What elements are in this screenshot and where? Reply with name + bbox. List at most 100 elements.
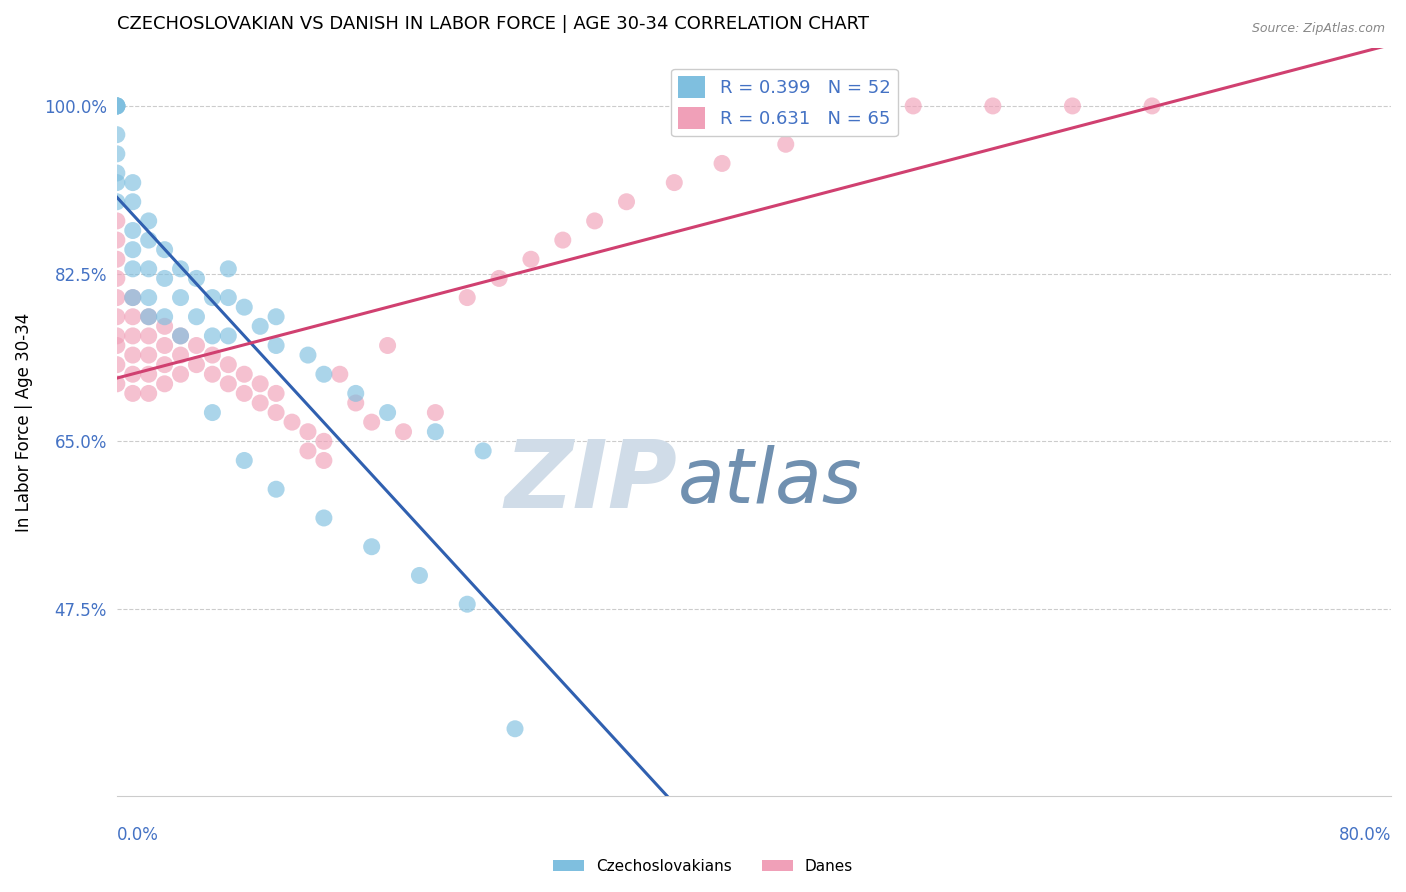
Point xyxy=(138,233,160,247)
Point xyxy=(153,243,176,257)
Point xyxy=(121,329,143,343)
Point xyxy=(153,338,176,352)
Point xyxy=(186,310,208,324)
Point xyxy=(520,252,543,267)
Point xyxy=(377,406,399,420)
Point xyxy=(312,368,335,382)
Point xyxy=(105,214,128,228)
Point xyxy=(138,261,160,276)
Point xyxy=(138,348,160,362)
Point xyxy=(264,310,287,324)
Point xyxy=(775,137,797,152)
Point xyxy=(186,271,208,285)
Point xyxy=(838,118,860,132)
Text: 80.0%: 80.0% xyxy=(1339,826,1391,844)
Point xyxy=(249,319,271,334)
Point xyxy=(186,358,208,372)
Text: CZECHOSLOVAKIAN VS DANISH IN LABOR FORCE | AGE 30-34 CORRELATION CHART: CZECHOSLOVAKIAN VS DANISH IN LABOR FORCE… xyxy=(117,15,869,33)
Point xyxy=(121,368,143,382)
Point xyxy=(105,99,128,113)
Text: atlas: atlas xyxy=(678,445,862,519)
Point xyxy=(105,291,128,305)
Point xyxy=(249,376,271,391)
Point xyxy=(312,511,335,525)
Point xyxy=(105,99,128,113)
Point xyxy=(664,176,686,190)
Point xyxy=(360,415,382,429)
Point xyxy=(264,406,287,420)
Point xyxy=(121,194,143,209)
Point xyxy=(105,146,128,161)
Point xyxy=(344,386,367,401)
Point xyxy=(217,329,239,343)
Y-axis label: In Labor Force | Age 30-34: In Labor Force | Age 30-34 xyxy=(15,312,32,532)
Point xyxy=(472,443,495,458)
Point xyxy=(138,214,160,228)
Point xyxy=(456,291,478,305)
Point xyxy=(425,406,447,420)
Text: ZIP: ZIP xyxy=(505,436,678,528)
Point xyxy=(201,368,224,382)
Point xyxy=(105,338,128,352)
Point xyxy=(503,722,526,736)
Point xyxy=(312,434,335,449)
Point xyxy=(105,310,128,324)
Point xyxy=(281,415,304,429)
Point xyxy=(312,453,335,467)
Point xyxy=(360,540,382,554)
Point xyxy=(138,310,160,324)
Text: 0.0%: 0.0% xyxy=(117,826,159,844)
Point xyxy=(981,99,1004,113)
Point xyxy=(138,291,160,305)
Point xyxy=(456,597,478,611)
Point xyxy=(249,396,271,410)
Point xyxy=(105,176,128,190)
Point xyxy=(711,156,734,170)
Point xyxy=(297,443,319,458)
Point xyxy=(121,176,143,190)
Point xyxy=(105,329,128,343)
Point xyxy=(201,291,224,305)
Point xyxy=(121,223,143,237)
Legend: Czechoslovakians, Danes: Czechoslovakians, Danes xyxy=(547,853,859,880)
Text: Source: ZipAtlas.com: Source: ZipAtlas.com xyxy=(1251,22,1385,36)
Point xyxy=(105,166,128,180)
Point xyxy=(1140,99,1163,113)
Point xyxy=(138,368,160,382)
Point xyxy=(583,214,606,228)
Point xyxy=(105,252,128,267)
Point xyxy=(105,233,128,247)
Point xyxy=(217,261,239,276)
Point xyxy=(264,386,287,401)
Point xyxy=(217,376,239,391)
Point xyxy=(264,482,287,496)
Point xyxy=(169,329,191,343)
Point xyxy=(217,358,239,372)
Point xyxy=(233,300,256,314)
Point xyxy=(121,291,143,305)
Point xyxy=(201,348,224,362)
Point xyxy=(105,128,128,142)
Point xyxy=(233,386,256,401)
Point xyxy=(105,194,128,209)
Point xyxy=(264,338,287,352)
Point xyxy=(297,348,319,362)
Point xyxy=(392,425,415,439)
Point xyxy=(153,319,176,334)
Point xyxy=(488,271,510,285)
Point xyxy=(121,386,143,401)
Point xyxy=(105,99,128,113)
Point xyxy=(121,243,143,257)
Point xyxy=(105,358,128,372)
Point xyxy=(217,291,239,305)
Point xyxy=(169,368,191,382)
Point xyxy=(425,425,447,439)
Point xyxy=(153,310,176,324)
Point xyxy=(138,329,160,343)
Point xyxy=(121,261,143,276)
Point xyxy=(153,376,176,391)
Point xyxy=(121,348,143,362)
Point xyxy=(105,99,128,113)
Point xyxy=(105,376,128,391)
Point xyxy=(1062,99,1084,113)
